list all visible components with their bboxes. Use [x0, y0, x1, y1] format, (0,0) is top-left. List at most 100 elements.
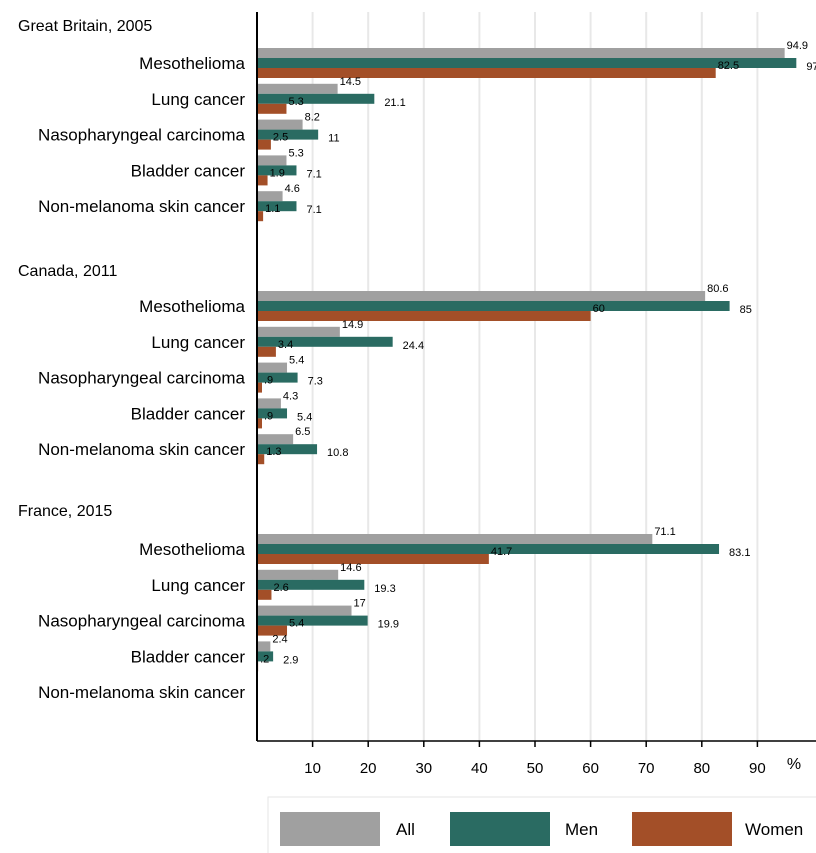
data-label: 19.3	[374, 583, 395, 595]
data-label: 2.5	[273, 132, 288, 144]
category-label: Nasopharyngeal carcinoma	[38, 612, 245, 631]
legend-label: All	[396, 820, 415, 839]
bar	[257, 554, 489, 564]
x-axis: 10 20 30 40 50 60 70 80 90%	[256, 12, 816, 777]
bar	[257, 454, 265, 465]
category-label: Mesothelioma	[139, 297, 245, 316]
bar	[257, 641, 271, 652]
group-title: Canada, 2011	[18, 263, 117, 280]
legend-label: Women	[745, 820, 803, 839]
data-label: 1.1	[265, 203, 280, 215]
bar	[257, 544, 720, 554]
bar	[257, 139, 271, 150]
bar	[257, 211, 264, 222]
bar	[257, 93, 375, 104]
text-labels: Great Britain, 2005 Mesothelioma 94.9 97 82.…	[18, 18, 816, 702]
legend: All Men Women	[267, 796, 816, 853]
x-tick-label: 30	[415, 760, 432, 777]
bar	[257, 191, 283, 202]
category-label: Lung cancer	[151, 576, 245, 595]
data-label: .2	[260, 653, 269, 665]
bar	[257, 382, 263, 393]
x-tick-label: 90	[749, 760, 766, 777]
legend-swatch	[450, 812, 550, 846]
bar	[257, 625, 288, 636]
data-label: 6.5	[295, 426, 310, 438]
bar	[257, 201, 297, 212]
legend-swatch	[632, 812, 732, 846]
x-unit-label: %	[787, 756, 801, 773]
bar	[257, 605, 352, 616]
data-label: 3.4	[278, 339, 293, 351]
category-label: Mesothelioma	[139, 54, 245, 73]
bar	[257, 129, 319, 140]
bar	[257, 119, 303, 130]
data-label: 82.5	[718, 60, 739, 72]
bar	[257, 48, 785, 58]
category-label: Bladder cancer	[131, 647, 246, 666]
data-label: 17	[354, 598, 366, 610]
x-tick-label: 10	[304, 760, 321, 777]
bar	[257, 362, 288, 373]
category-label: Non-melanoma skin cancer	[38, 197, 245, 216]
bar	[257, 311, 591, 321]
bar	[257, 589, 272, 600]
data-label: .9	[264, 375, 273, 387]
category-label: Non-melanoma skin cancer	[38, 440, 245, 459]
bars	[257, 48, 797, 672]
data-label: 4.3	[283, 390, 298, 402]
bar	[257, 579, 365, 590]
bar	[257, 83, 338, 94]
data-label: 41.7	[491, 546, 512, 558]
data-label: 8.2	[305, 112, 320, 124]
category-label: Lung cancer	[151, 333, 245, 352]
data-label: .9	[264, 410, 273, 422]
data-label: 1.9	[270, 167, 285, 179]
bar	[257, 398, 281, 409]
gridlines	[311, 12, 759, 741]
data-label: 83.1	[729, 547, 750, 559]
x-tick-label: 50	[527, 760, 544, 777]
data-label: 4.6	[285, 183, 300, 195]
data-label: 71.1	[654, 526, 675, 538]
x-tick-label: 20	[360, 760, 377, 777]
bar	[257, 434, 294, 445]
bar	[257, 326, 340, 337]
bar	[257, 569, 339, 580]
category-label: Lung cancer	[151, 90, 245, 109]
data-label: 2.4	[272, 633, 287, 645]
category-label: Bladder cancer	[131, 161, 246, 180]
data-label: 2.6	[273, 582, 288, 594]
data-label: 97	[806, 61, 816, 73]
bar	[257, 103, 287, 114]
data-label: 5.3	[288, 96, 303, 108]
bar	[257, 346, 276, 357]
data-label: 2.9	[283, 654, 298, 666]
data-label: 14.6	[340, 562, 361, 574]
data-label: 5.3	[288, 147, 303, 159]
category-label: Nasopharyngeal carcinoma	[38, 369, 245, 388]
x-tick-label: 60	[582, 760, 599, 777]
data-label: 14.9	[342, 319, 363, 331]
data-label: 85	[740, 304, 752, 316]
bar	[257, 444, 318, 455]
data-label: 5.4	[297, 411, 312, 423]
data-label: 5.4	[289, 355, 304, 367]
category-label: Mesothelioma	[139, 540, 245, 559]
bar	[257, 372, 298, 383]
bar	[257, 165, 297, 176]
x-tick-label: 80	[693, 760, 710, 777]
category-label: Nasopharyngeal carcinoma	[38, 126, 245, 145]
data-label: 7.1	[306, 204, 321, 216]
group-title: Great Britain, 2005	[18, 18, 152, 35]
legend-label: Men	[565, 820, 598, 839]
data-label: 7.3	[308, 376, 323, 388]
bar	[257, 175, 268, 186]
bar	[257, 408, 288, 419]
data-label: 24.4	[403, 340, 424, 352]
data-label: 19.9	[378, 619, 399, 631]
category-label: Non-melanoma skin cancer	[38, 683, 245, 702]
x-tick-label: 70	[638, 760, 655, 777]
data-label: 21.1	[384, 97, 405, 109]
